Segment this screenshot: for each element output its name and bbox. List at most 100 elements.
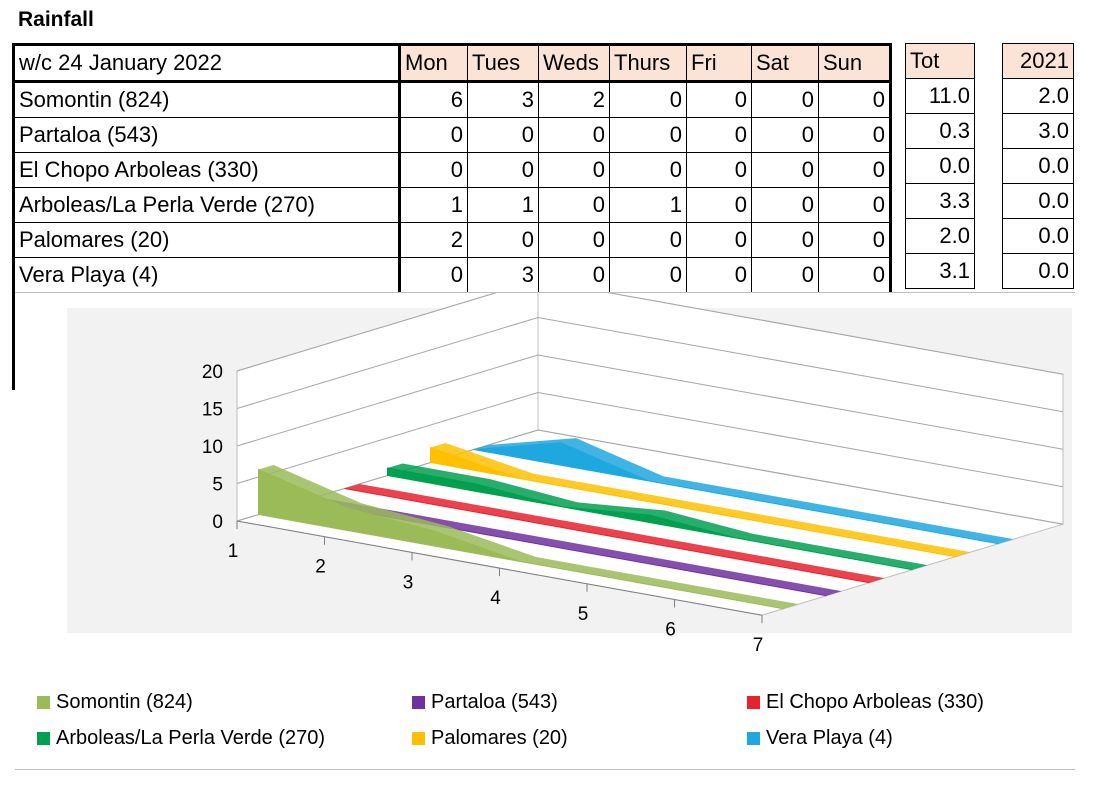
previous-year-table: 2021 2.0 3.0 0.0 0.0 0.0 0.0 bbox=[1002, 43, 1074, 289]
gridline bbox=[236, 316, 1064, 413]
series-area bbox=[258, 468, 784, 610]
day-header: Tues bbox=[467, 44, 539, 83]
rain-value: 0 bbox=[686, 187, 752, 223]
legend-item: Vera Playa (4) bbox=[747, 727, 893, 750]
totals-header: Tot bbox=[905, 43, 975, 79]
table-border-remnant bbox=[12, 290, 15, 390]
x-tick-label: 2 bbox=[315, 557, 326, 578]
legend-item: Partaloa (543) bbox=[412, 691, 558, 714]
rain-value: 0 bbox=[538, 152, 610, 188]
rain-value: 0 bbox=[609, 81, 687, 118]
day-header: Sat bbox=[751, 44, 819, 83]
y-tick-label: 15 bbox=[202, 400, 223, 421]
rain-value: 0 bbox=[751, 187, 819, 223]
site-name: Arboleas/La Perla Verde (270) bbox=[13, 187, 401, 223]
week-header: w/c 24 January 2022 bbox=[13, 44, 401, 83]
legend-item: Arboleas/La Perla Verde (270) bbox=[37, 727, 325, 750]
x-tick-label: 7 bbox=[753, 635, 764, 656]
previous-year-value: 2.0 bbox=[1002, 78, 1074, 114]
day-header: Sun bbox=[818, 44, 892, 83]
series-ribbon bbox=[344, 483, 885, 583]
rain-value: 0 bbox=[818, 257, 892, 294]
gridline bbox=[236, 429, 1064, 525]
rain-value: 3 bbox=[467, 257, 539, 294]
total-value: 0.0 bbox=[905, 148, 975, 184]
y-tick-label: 10 bbox=[202, 437, 223, 458]
rain-value: 6 bbox=[399, 81, 468, 118]
rain-value: 0 bbox=[751, 117, 819, 153]
legend-label: Vera Playa (4) bbox=[766, 727, 893, 749]
rain-value: 0 bbox=[818, 81, 892, 118]
rain-value: 0 bbox=[751, 81, 819, 118]
y-tick-label: 20 bbox=[202, 362, 223, 383]
gridline bbox=[236, 293, 1064, 375]
previous-year-header: 2021 bbox=[1002, 43, 1074, 79]
rain-value: 0 bbox=[538, 117, 610, 153]
table-row: Vera Playa (4) 0 3 0 0 0 0 0 bbox=[13, 257, 892, 294]
rain-value: 0 bbox=[686, 81, 752, 118]
legend-item: El Chopo Arboleas (330) bbox=[747, 691, 984, 714]
table-row: Partaloa (543) 0 0 0 0 0 0 0 bbox=[13, 117, 892, 153]
series-ribbon bbox=[387, 463, 928, 570]
rain-value: 0 bbox=[609, 257, 687, 294]
series-ribbon bbox=[430, 442, 971, 557]
page-title: Rainfall bbox=[18, 8, 94, 31]
series-area bbox=[430, 446, 956, 558]
rain-value: 2 bbox=[399, 222, 468, 258]
x-tick-label: 5 bbox=[578, 604, 589, 625]
rain-value: 0 bbox=[818, 222, 892, 258]
legend-label: Partaloa (543) bbox=[431, 691, 558, 713]
rainfall-table: w/c 24 January 2022 Mon Tues Weds Thurs … bbox=[12, 43, 892, 295]
day-header: Weds bbox=[538, 44, 610, 83]
rain-value: 3 bbox=[467, 81, 539, 118]
total-value: 3.3 bbox=[905, 183, 975, 219]
legend-item: Somontin (824) bbox=[37, 691, 193, 714]
chart-area: 0 5 10 15 20 1 2 3 4 5 6 7 Somontin (824) Partaloa (… bbox=[15, 292, 1075, 770]
table-row: El Chopo Arboleas (330) 0 0 0 0 0 0 0 bbox=[13, 152, 892, 188]
gridline bbox=[236, 391, 1064, 488]
previous-year-value: 0.0 bbox=[1002, 253, 1074, 289]
table-header-row: w/c 24 January 2022 Mon Tues Weds Thurs … bbox=[13, 44, 892, 83]
site-name: Palomares (20) bbox=[13, 222, 401, 258]
rain-value: 0 bbox=[609, 152, 687, 188]
total-value: 3.1 bbox=[905, 253, 975, 289]
rain-value: 0 bbox=[686, 117, 752, 153]
rain-value: 0 bbox=[467, 117, 539, 153]
rain-value: 0 bbox=[467, 222, 539, 258]
series-area bbox=[301, 501, 827, 597]
legend-label: Somontin (824) bbox=[56, 691, 193, 713]
y-tick-label: 5 bbox=[212, 475, 223, 496]
total-value: 11.0 bbox=[905, 78, 975, 114]
rain-value: 0 bbox=[399, 152, 468, 188]
rain-value: 0 bbox=[399, 117, 468, 153]
rain-value: 0 bbox=[609, 117, 687, 153]
rain-value: 0 bbox=[609, 222, 687, 258]
legend-swatch bbox=[412, 696, 425, 709]
rain-value: 1 bbox=[399, 187, 468, 223]
previous-year-value: 0.0 bbox=[1002, 218, 1074, 254]
series-ribbon bbox=[301, 496, 842, 596]
table-row: Palomares (20) 2 0 0 0 0 0 0 bbox=[13, 222, 892, 258]
legend-label: Arboleas/La Perla Verde (270) bbox=[56, 727, 326, 749]
rain-value: 0 bbox=[751, 222, 819, 258]
legend-swatch bbox=[412, 732, 425, 745]
rain-value: 1 bbox=[467, 187, 539, 223]
rain-value: 2 bbox=[538, 81, 610, 118]
x-tick-label: 4 bbox=[490, 588, 501, 609]
rain-value: 1 bbox=[609, 187, 687, 223]
table-row: Somontin (824) 6 3 2 0 0 0 0 bbox=[13, 81, 892, 118]
legend-label: El Chopo Arboleas (330) bbox=[766, 691, 984, 713]
x-tick-label: 3 bbox=[403, 572, 414, 593]
legend-swatch bbox=[37, 732, 50, 745]
day-header: Fri bbox=[686, 44, 752, 83]
site-name: Partaloa (543) bbox=[13, 117, 401, 153]
series-area bbox=[344, 488, 870, 584]
site-name: El Chopo Arboleas (330) bbox=[13, 152, 401, 188]
rain-value: 0 bbox=[467, 152, 539, 188]
legend-label: Palomares (20) bbox=[431, 727, 568, 749]
rain-value: 0 bbox=[538, 222, 610, 258]
site-name: Vera Playa (4) bbox=[13, 257, 401, 294]
rain-value: 0 bbox=[751, 152, 819, 188]
y-tick-label: 0 bbox=[212, 512, 223, 533]
rainfall-3d-area-chart: 0 5 10 15 20 1 2 3 4 5 6 7 bbox=[67, 293, 1072, 656]
